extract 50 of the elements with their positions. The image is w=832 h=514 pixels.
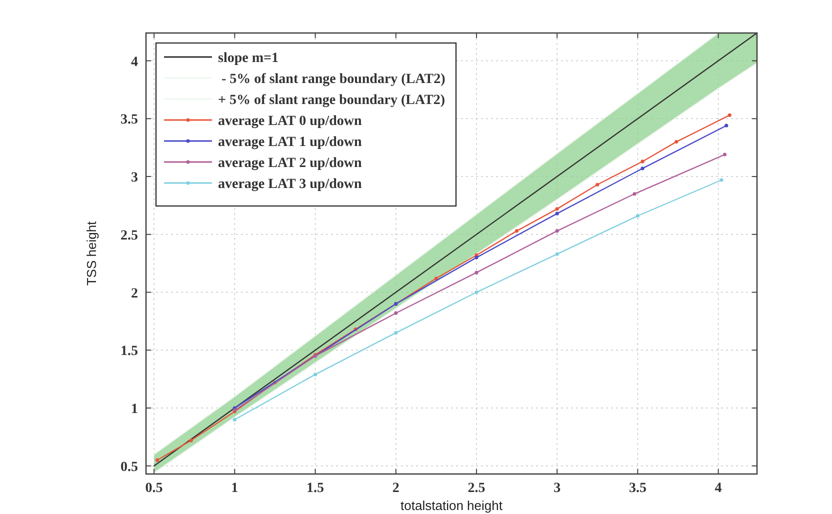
legend-label: average LAT 1 up/down	[218, 135, 362, 150]
legend-label: - 5% of slant range boundary (LAT2)	[218, 72, 446, 87]
y-tick-label: 4	[131, 54, 138, 70]
point	[674, 140, 678, 144]
point	[232, 418, 236, 422]
point	[632, 192, 636, 196]
point	[155, 458, 160, 462]
y-tick-label: 1	[131, 402, 138, 418]
x-tick-label: 2	[392, 481, 400, 496]
point	[394, 330, 398, 335]
legend-label: + 5% of slant range boundary (LAT2)	[218, 93, 446, 108]
point	[596, 182, 600, 186]
point	[394, 311, 398, 315]
y-tick-label: 1.5	[120, 344, 138, 360]
point	[640, 166, 644, 170]
point	[474, 256, 478, 260]
x-tick-label: 1	[231, 481, 238, 496]
point	[728, 113, 732, 117]
point	[434, 276, 438, 280]
point	[514, 229, 519, 233]
point	[189, 438, 193, 442]
point	[555, 229, 559, 233]
point	[722, 152, 727, 156]
point	[555, 212, 559, 216]
point	[636, 214, 640, 218]
point	[474, 270, 478, 274]
x-tick-label: 1.5	[306, 481, 324, 496]
legend-label: average LAT 2 up/down	[218, 156, 362, 171]
point	[720, 178, 724, 182]
point	[555, 252, 559, 256]
x-tick-label: 3.5	[628, 481, 646, 496]
point	[474, 290, 478, 294]
legend-label: slope m=1	[218, 51, 278, 66]
y-tick-label: 2.5	[120, 228, 138, 244]
x-tick-label: 4	[714, 481, 722, 496]
x-tick-label: 3	[554, 481, 561, 496]
legend-label: average LAT 3 up/down	[218, 177, 362, 192]
x-tick-label: 0.5	[145, 481, 163, 496]
y-tick-label: 2	[131, 286, 138, 302]
x-tick-label: 2.5	[468, 481, 486, 496]
legend-label: average LAT 0 up/down	[218, 114, 362, 129]
y-axis-title: TSS height	[84, 220, 99, 286]
point	[640, 160, 644, 164]
point	[724, 124, 728, 128]
y-tick-label: 3.5	[120, 112, 138, 128]
y-tick-label: 3	[131, 170, 138, 186]
x-axis-title: totalstation height	[400, 498, 503, 513]
y-tick-label: 0.5	[120, 460, 138, 475]
point	[313, 372, 318, 376]
point	[555, 207, 559, 211]
